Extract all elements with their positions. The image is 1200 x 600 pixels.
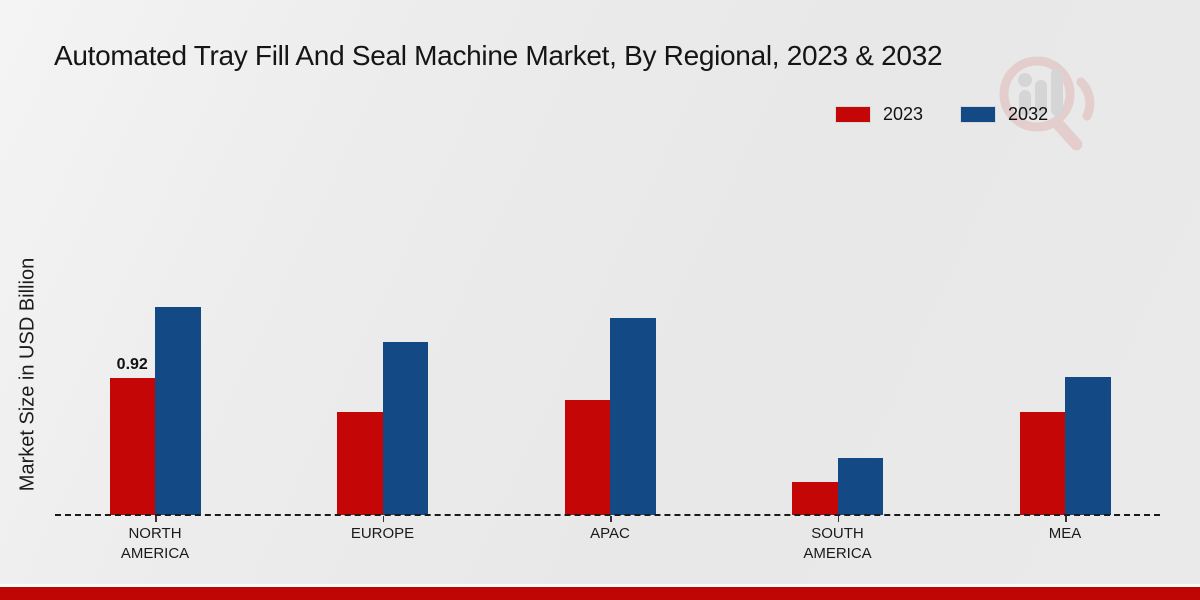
y-axis-label: Market Size in USD Billion <box>16 257 39 492</box>
x-axis-tick <box>382 516 384 522</box>
legend-label: 2023 <box>883 104 924 124</box>
category-label: MEA <box>1048 525 1082 542</box>
watermark-logo-icon <box>999 56 1095 151</box>
bar-2032-south-america <box>837 458 883 515</box>
legend-swatch-2023 <box>835 106 871 123</box>
bar-2032-apac <box>610 318 656 515</box>
bar-value-label: 0.92 <box>116 356 148 373</box>
legend-item-2032: 2032 <box>960 104 1049 125</box>
bar-2032-mea <box>1065 377 1111 515</box>
category-label: SOUTH AMERICA <box>803 525 872 563</box>
legend-item-2023: 2023 <box>835 104 924 125</box>
category-label: EUROPE <box>350 525 415 542</box>
bar-2023-mea <box>1019 412 1065 515</box>
bar-2032-europe <box>382 342 428 515</box>
legend-swatch-2032 <box>960 106 997 123</box>
bar-2023-apac <box>564 400 610 515</box>
x-axis-tick <box>837 516 839 522</box>
category-label: APAC <box>590 525 630 542</box>
bottom-red-strip <box>0 587 1200 600</box>
chart-title: Automated Tray Fill And Seal Machine Mar… <box>54 40 943 71</box>
x-axis-tick <box>155 516 157 522</box>
bottom-separator <box>0 584 1200 587</box>
bar-2032-north-america <box>155 307 201 515</box>
x-axis-baseline <box>55 514 1160 516</box>
bar-2023-europe <box>337 412 383 515</box>
legend-label: 2032 <box>1008 104 1049 124</box>
category-label: NORTH AMERICA <box>120 525 190 563</box>
x-axis-tick <box>610 516 612 522</box>
x-axis-tick <box>1065 516 1067 522</box>
bar-2023-north-america <box>109 378 155 515</box>
legend: 2023 2032 <box>835 104 1049 125</box>
bar-2023-south-america <box>792 482 838 515</box>
